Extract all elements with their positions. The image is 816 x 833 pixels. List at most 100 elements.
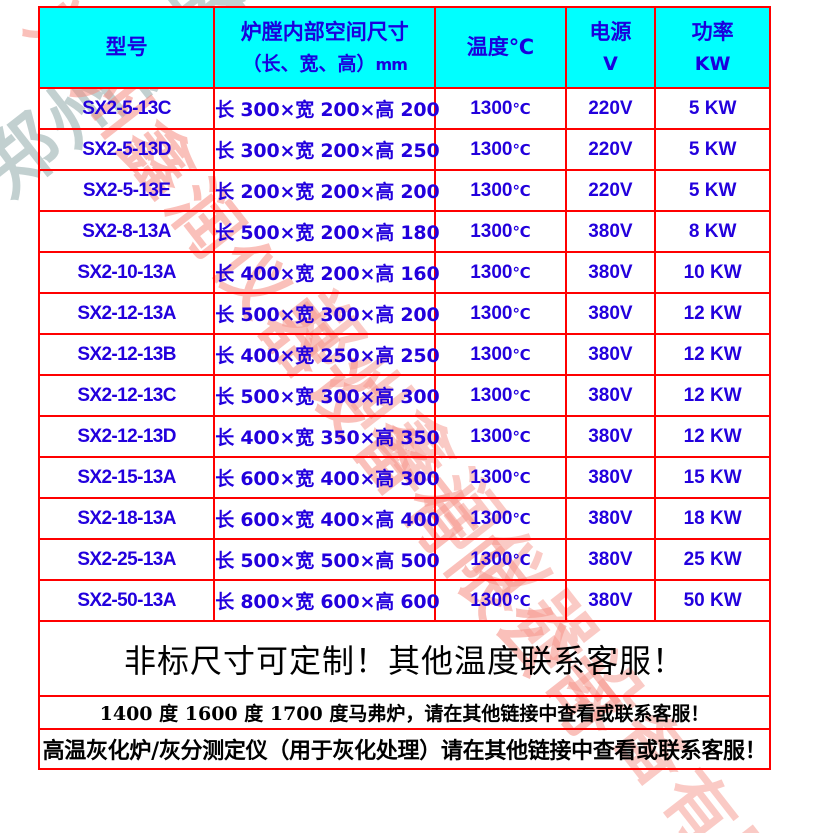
note-row-ashing-furnace: 高温灰化炉/灰分测定仪（用于灰化处理）请在其他链接中查看或联系客服！ <box>38 728 771 770</box>
cell-model: SX2-10-13A <box>37 251 216 294</box>
cell-power: 12 KW <box>654 292 771 335</box>
cell-power-source: 380V <box>564 456 657 499</box>
cell-power-source: 380V <box>564 497 657 540</box>
cell-power-source: 380V <box>564 210 657 253</box>
dimension-part-2: ×宽 350 <box>279 427 360 449</box>
dimension-part-3: ×高 350 <box>359 427 440 449</box>
temperature-value: 1300 <box>470 261 513 283</box>
note-row-temperatures: 1400 度 1600 度 1700 度马弗炉，请在其他链接中查看或联系客服！ <box>38 695 771 730</box>
cell-chamber-dimensions: 长 500×宽 200×高 180 <box>213 210 440 253</box>
table-row: SX2-5-13E 长 200×宽 200×高 200 1300℃ 220V 5 KW <box>37 169 771 212</box>
cell-power: 12 KW <box>654 415 771 458</box>
cell-temperature: 1300℃ <box>434 415 567 458</box>
temperature-unit: ℃ <box>512 386 531 405</box>
dimension-part-2: ×宽 200 <box>279 222 360 244</box>
chamber-header-line2-text: （长、宽、高） <box>242 53 376 76</box>
cell-temperature: 1300℃ <box>434 538 567 581</box>
dimension-part-1: 长 400 <box>215 263 280 285</box>
cell-model: SX2-18-13A <box>37 497 216 540</box>
temperature-value: 1300 <box>470 507 513 529</box>
temperature-value: 1300 <box>470 589 513 611</box>
dimension-part-3: ×高 160 <box>359 263 440 285</box>
cell-power: 50 KW <box>654 579 771 622</box>
table-row: SX2-18-13A 长 600×宽 400×高 400 1300℃ 380V 18 K… <box>37 497 771 540</box>
temperature-unit: ℃ <box>512 345 531 364</box>
dimension-part-2: ×宽 200 <box>279 99 360 121</box>
cell-power-source: 380V <box>564 251 657 294</box>
cell-chamber-dimensions: 长 400×宽 200×高 160 <box>213 251 440 294</box>
note-ashing-furnace: 高温灰化炉/灰分测定仪（用于灰化处理）请在其他链接中查看或联系客服！ <box>38 728 771 770</box>
cell-chamber-dimensions: 长 500×宽 300×高 200 <box>213 292 440 335</box>
temperature-value: 1300 <box>470 138 513 160</box>
table-row: SX2-5-13D 长 300×宽 200×高 250 1300℃ 220V 5 KW <box>37 128 771 171</box>
chamber-header-line1: 炉膛内部空间尺寸 <box>240 19 409 44</box>
dimension-part-1: 长 800 <box>215 591 280 613</box>
cell-power-source: 220V <box>564 169 657 212</box>
dimension-part-1: 长 300 <box>215 140 280 162</box>
cell-power-source: 220V <box>564 87 657 130</box>
dimension-part-2: ×宽 200 <box>279 263 360 285</box>
specification-table-container: 型号 炉膛内部空间尺寸 （长、宽、高）mm 温度℃ 电源 V 功率 KW <box>37 6 771 770</box>
temperature-value: 1300 <box>470 343 513 365</box>
cell-chamber-dimensions: 长 300×宽 200×高 200 <box>213 87 440 130</box>
temperature-value: 1300 <box>470 97 513 119</box>
cell-temperature: 1300℃ <box>434 128 567 171</box>
temperature-unit: ℃ <box>512 222 531 241</box>
cell-model: SX2-15-13A <box>37 456 216 499</box>
dimension-part-3: ×高 500 <box>359 550 440 572</box>
specification-table: 型号 炉膛内部空间尺寸 （长、宽、高）mm 温度℃ 电源 V 功率 KW <box>37 6 771 770</box>
cell-power: 12 KW <box>654 333 771 376</box>
temperature-unit: ℃ <box>512 550 531 569</box>
cell-model: SX2-5-13E <box>37 169 216 212</box>
cell-temperature: 1300℃ <box>434 169 567 212</box>
dimension-part-2: ×宽 400 <box>279 509 360 531</box>
column-header-model: 型号 <box>37 6 216 89</box>
cell-temperature: 1300℃ <box>434 374 567 417</box>
dimension-part-1: 长 200 <box>215 181 280 203</box>
table-row: SX2-12-13D 长 400×宽 350×高 350 1300℃ 380V 12 K… <box>37 415 771 458</box>
temperature-unit: ℃ <box>512 263 531 282</box>
temperature-value: 1300 <box>470 384 513 406</box>
cell-model: SX2-12-13A <box>37 292 216 335</box>
table-row: SX2-12-13C 长 500×宽 300×高 300 1300℃ 380V 12 K… <box>37 374 771 417</box>
cell-temperature: 1300℃ <box>434 210 567 253</box>
column-header-model-label: 型号 <box>105 35 148 60</box>
dimension-part-3: ×高 300 <box>359 468 440 490</box>
note-row-headline: 非标尺寸可定制！其他温度联系客服！ <box>38 620 771 697</box>
dimension-part-2: ×宽 600 <box>279 591 360 613</box>
table-row: SX2-10-13A 长 400×宽 200×高 160 1300℃ 380V 10 K… <box>37 251 771 294</box>
dimension-part-2: ×宽 300 <box>279 304 360 326</box>
temperature-unit: ℃ <box>512 427 531 446</box>
cell-model: SX2-12-13C <box>37 374 216 417</box>
column-header-power-source-label: 电源 <box>589 19 632 44</box>
dimension-part-3: ×高 400 <box>359 509 440 531</box>
temperature-unit: ℃ <box>512 591 531 610</box>
table-row: SX2-8-13A 长 500×宽 200×高 180 1300℃ 380V 8 KW <box>37 210 771 253</box>
cell-temperature: 1300℃ <box>434 456 567 499</box>
column-header-temperature: 温度℃ <box>434 6 567 89</box>
cell-power-source: 380V <box>564 333 657 376</box>
temperature-value: 1300 <box>470 466 513 488</box>
cell-model: SX2-8-13A <box>37 210 216 253</box>
column-header-temperature-label: 温度℃ <box>466 35 535 60</box>
cell-chamber-dimensions: 长 500×宽 500×高 500 <box>213 538 440 581</box>
dimension-part-1: 长 500 <box>215 304 280 326</box>
cell-power-source: 380V <box>564 374 657 417</box>
temperature-unit: ℃ <box>512 99 531 118</box>
table-row: SX2-15-13A 长 600×宽 400×高 300 1300℃ 380V 15 K… <box>37 456 771 499</box>
dimension-part-2: ×宽 200 <box>279 181 360 203</box>
temperature-value: 1300 <box>470 425 513 447</box>
dimension-part-1: 长 600 <box>215 509 280 531</box>
dimension-part-3: ×高 200 <box>359 99 440 121</box>
table-row: SX2-12-13B 长 400×宽 250×高 250 1300℃ 380V 12 K… <box>37 333 771 376</box>
cell-power: 8 KW <box>654 210 771 253</box>
table-body: SX2-5-13C 长 300×宽 200×高 200 1300℃ 220V 5 KW S… <box>37 87 771 622</box>
cell-power: 5 KW <box>654 128 771 171</box>
cell-model: SX2-12-13D <box>37 415 216 458</box>
dimension-part-3: ×高 600 <box>359 591 440 613</box>
temperature-unit: ℃ <box>512 509 531 528</box>
dimension-part-3: ×高 180 <box>359 222 440 244</box>
dimension-part-3: ×高 250 <box>359 140 440 162</box>
cell-model: SX2-5-13D <box>37 128 216 171</box>
cell-chamber-dimensions: 长 200×宽 200×高 200 <box>213 169 440 212</box>
